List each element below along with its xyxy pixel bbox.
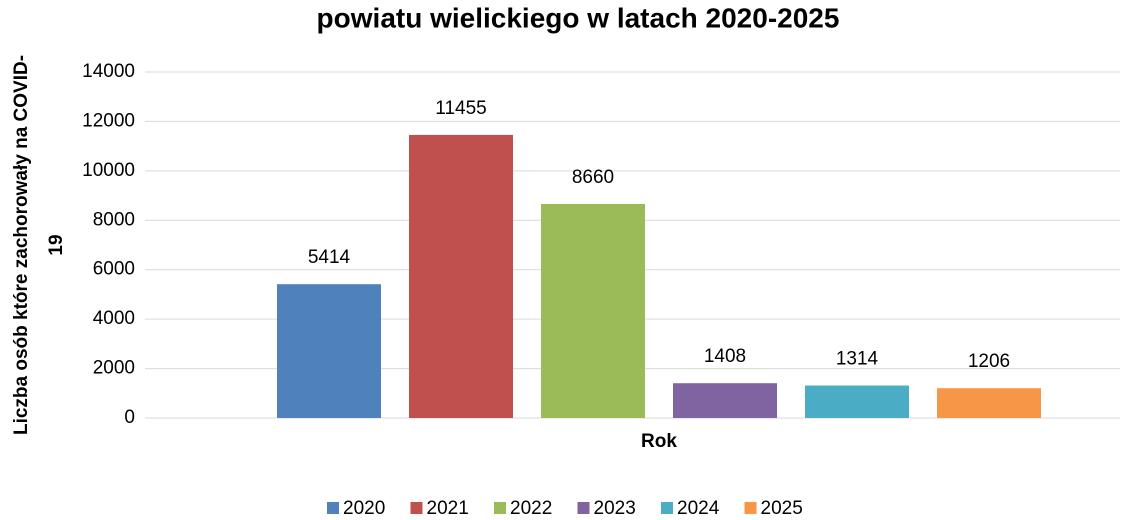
y-tick-label: 8000 (93, 209, 135, 230)
legend-label: 2022 (510, 498, 552, 515)
chart-title: powiatu wielickiego w latach 2020-2025 (317, 2, 840, 33)
y-tick-label: 4000 (93, 308, 135, 329)
legend-swatch (494, 502, 506, 514)
data-label: 5414 (308, 247, 351, 268)
legend-swatch (577, 502, 590, 514)
y-tick-label: 0 (124, 407, 135, 428)
y-tick-label: 14000 (82, 61, 135, 82)
legend-label: 2020 (343, 498, 385, 515)
x-axis-label: Rok (641, 431, 677, 452)
legend-swatch (661, 502, 673, 514)
y-axis-label: Liczba osób które zachorowały na COVID- (11, 55, 32, 435)
data-label: 1408 (704, 346, 746, 367)
bar (277, 284, 381, 418)
y-tick-label: 12000 (82, 110, 135, 131)
bar (541, 203, 645, 418)
legend-swatch (327, 502, 339, 514)
y-tick-label: 6000 (93, 259, 135, 280)
legend-label: 2023 (594, 498, 636, 515)
legend-swatch (410, 502, 423, 514)
bar (409, 134, 513, 418)
legend-swatch (744, 502, 757, 514)
data-label: 11455 (435, 98, 486, 119)
legend-label: 2025 (761, 498, 803, 515)
y-axis-label: 19 (46, 234, 67, 255)
bar (805, 385, 909, 418)
y-tick-label: 10000 (82, 160, 135, 181)
data-label: 8660 (572, 167, 614, 188)
legend-label: 2021 (427, 498, 469, 515)
data-label: 1314 (836, 349, 879, 370)
bar (673, 383, 777, 418)
bar (937, 388, 1041, 418)
y-tick-label: 2000 (93, 358, 135, 379)
legend-label: 2024 (677, 498, 720, 515)
data-label: 1206 (968, 351, 1010, 372)
